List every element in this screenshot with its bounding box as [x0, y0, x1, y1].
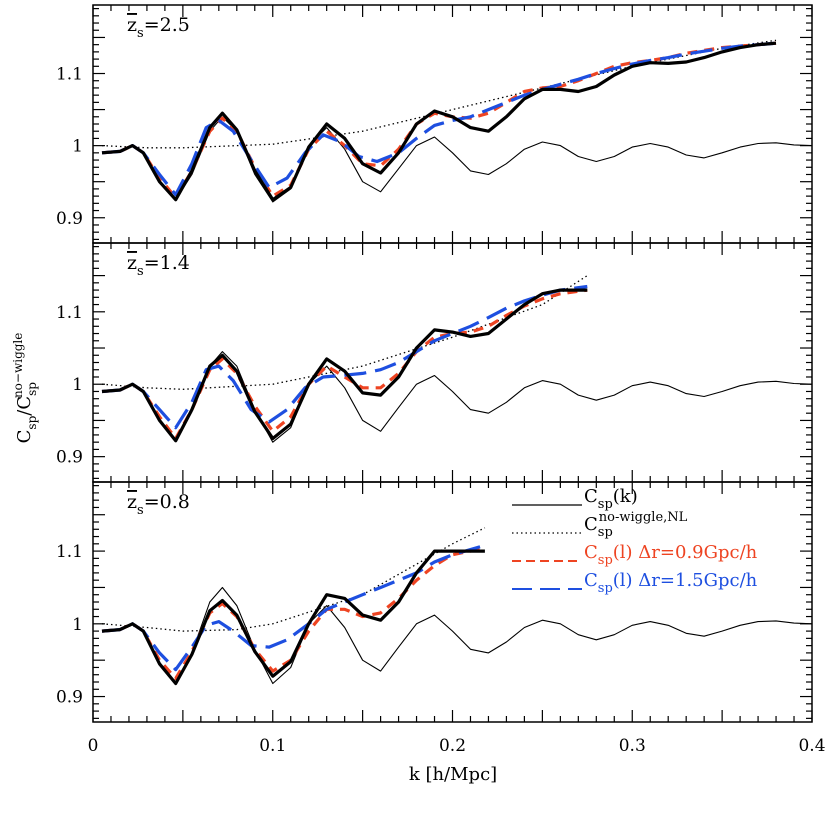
y-tick-label: 1	[72, 137, 83, 157]
y-tick-label: 0.9	[56, 688, 83, 708]
legend-label: Cspno-wiggle,NL	[584, 510, 688, 540]
series-line-long-dashed	[101, 543, 486, 672]
panel-label: zs=2.5	[127, 14, 190, 41]
legend-label: Csp(l) Δr=0.9Gpc/h	[584, 542, 758, 568]
panel-1: 0.9 1 1.1 zs=2.5	[56, 4, 813, 244]
y-tick-label: 0.9	[56, 209, 83, 229]
x-tick-label: 0.3	[619, 736, 646, 756]
series-line-long-dashed	[101, 41, 777, 197]
panel-2-series	[101, 275, 812, 443]
x-axis-label: k [h/Mpc]	[409, 764, 497, 785]
panel-1-series	[101, 39, 812, 203]
series-line-short-dashed	[101, 288, 588, 441]
panel-2: 0.9 1 1.1 zs=1.4	[56, 242, 813, 483]
y-tick-label: 0.9	[56, 448, 83, 468]
panel-3: 0.9 1 1.1 zs=0.8	[56, 481, 813, 723]
y-tick-label: 1.1	[56, 65, 83, 85]
y-tick-label: 1.1	[56, 303, 83, 323]
legend-label: Csp(l) Δr=1.5Gpc/h	[584, 570, 758, 596]
y-tick-label: 1.1	[56, 542, 83, 562]
panel-frame	[92, 242, 813, 483]
panel-label: zs=0.8	[127, 491, 190, 518]
series-line-long-dashed	[101, 284, 588, 430]
series-line-dotted	[101, 527, 486, 632]
series-line-thick-solid	[101, 41, 777, 202]
panel-label: zs=1.4	[127, 252, 190, 279]
panel-frame	[92, 4, 813, 244]
x-tick-label: 0.1	[259, 736, 286, 756]
y-axis-label: Csp/Cspno−wiggle	[11, 333, 39, 444]
y-tick-label: 1	[72, 615, 83, 635]
panel-3-series	[101, 527, 812, 686]
series-line-thin-solid	[101, 586, 812, 685]
series-line-thick-solid	[101, 288, 588, 443]
legend-label: Csp(k)	[584, 486, 638, 512]
series-line-thick-solid	[101, 549, 485, 686]
chart-panels: 0.9 1 1.1 zs=2.5 0.9 1 1.1 zs=1.4 0.9 1 1.1 zs=0.8	[56, 4, 813, 723]
series-line-short-dashed	[101, 41, 777, 200]
panel-frame	[92, 481, 813, 723]
x-tick-labels: 0 0.1 0.2 0.3 0.4	[88, 736, 826, 756]
x-tick-label: 0.4	[798, 736, 825, 756]
x-tick-label: 0.2	[439, 736, 466, 756]
x-tick-label: 0	[88, 736, 99, 756]
y-tick-label: 1	[72, 375, 83, 395]
